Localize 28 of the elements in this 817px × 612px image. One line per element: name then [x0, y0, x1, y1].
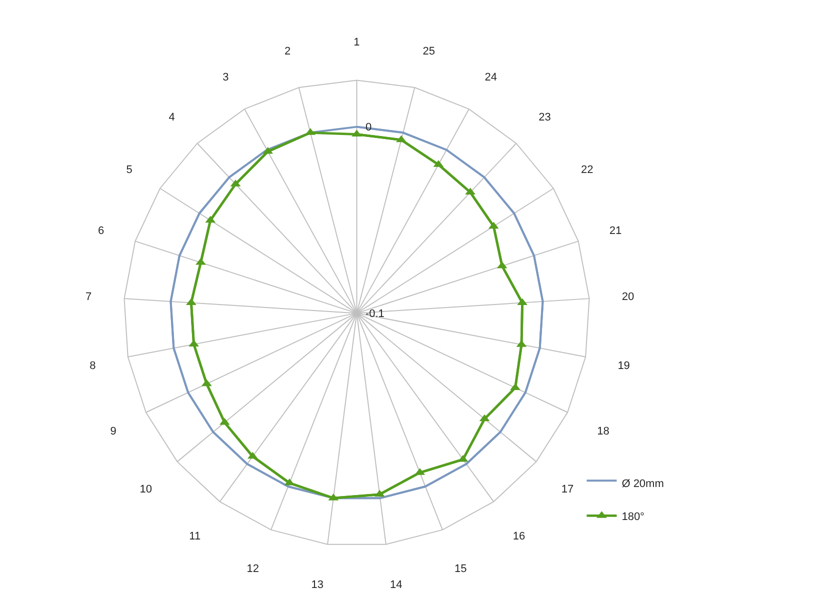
spoke-label: 11 [189, 530, 201, 542]
spoke-label: 18 [597, 425, 610, 438]
spoke-label: 22 [581, 164, 594, 176]
spoke-label: 21 [609, 225, 622, 238]
spoke-label: 6 [98, 225, 104, 238]
spoke-label: 12 [246, 562, 259, 575]
spoke-label: 20 [622, 291, 634, 304]
spoke-label: 17 [561, 484, 574, 496]
spoke-label: 13 [311, 579, 324, 592]
legend-label: 180° [622, 510, 644, 523]
spoke-label: 2 [284, 46, 291, 58]
spoke-label: 10 [140, 484, 152, 496]
spoke-label: 15 [454, 562, 467, 575]
spoke-label: 4 [168, 112, 175, 124]
spoke-label: 7 [85, 291, 92, 304]
spoke-label: 19 [618, 360, 630, 372]
spoke-label: 3 [222, 71, 229, 84]
spoke-label: 23 [538, 112, 551, 124]
legend-label: Ø 20mm [622, 478, 664, 490]
spoke-label: 25 [422, 46, 436, 58]
y-tick-label: -0.1 [365, 308, 384, 320]
spoke-label: 9 [110, 425, 116, 438]
spoke-label: 1 [354, 36, 360, 48]
spoke-label: 14 [390, 579, 402, 592]
spoke-label: 8 [90, 360, 96, 372]
spoke-label: 5 [126, 164, 132, 176]
spoke-label: 24 [484, 71, 497, 84]
spoke-label: 16 [512, 530, 526, 542]
